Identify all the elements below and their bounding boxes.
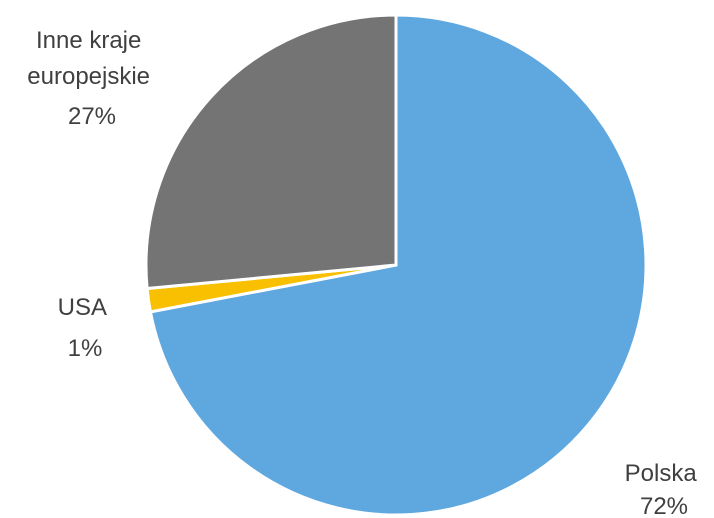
data-label-polska: Polska 72%	[625, 460, 704, 518]
pie-slices	[144, 13, 648, 517]
data-label-inne-kraje: Inne kraje europejskie 27%	[27, 27, 156, 130]
data-label-usa-percent: 1%	[68, 335, 103, 362]
data-label-inne-kraje-line1: Inne kraje	[36, 27, 141, 54]
data-label-inne-kraje-line2: europejskie	[27, 63, 150, 90]
data-label-inne-kraje-percent: 27%	[68, 103, 116, 130]
data-label-polska-percent: 72%	[640, 493, 688, 518]
data-label-usa-name: USA	[58, 294, 107, 321]
data-label-usa: USA 1%	[58, 294, 113, 362]
pie-slice-polska	[148, 13, 648, 517]
pie-slice-inne-kraje-europejskie	[144, 13, 398, 291]
data-label-polska-name: Polska	[625, 460, 698, 487]
